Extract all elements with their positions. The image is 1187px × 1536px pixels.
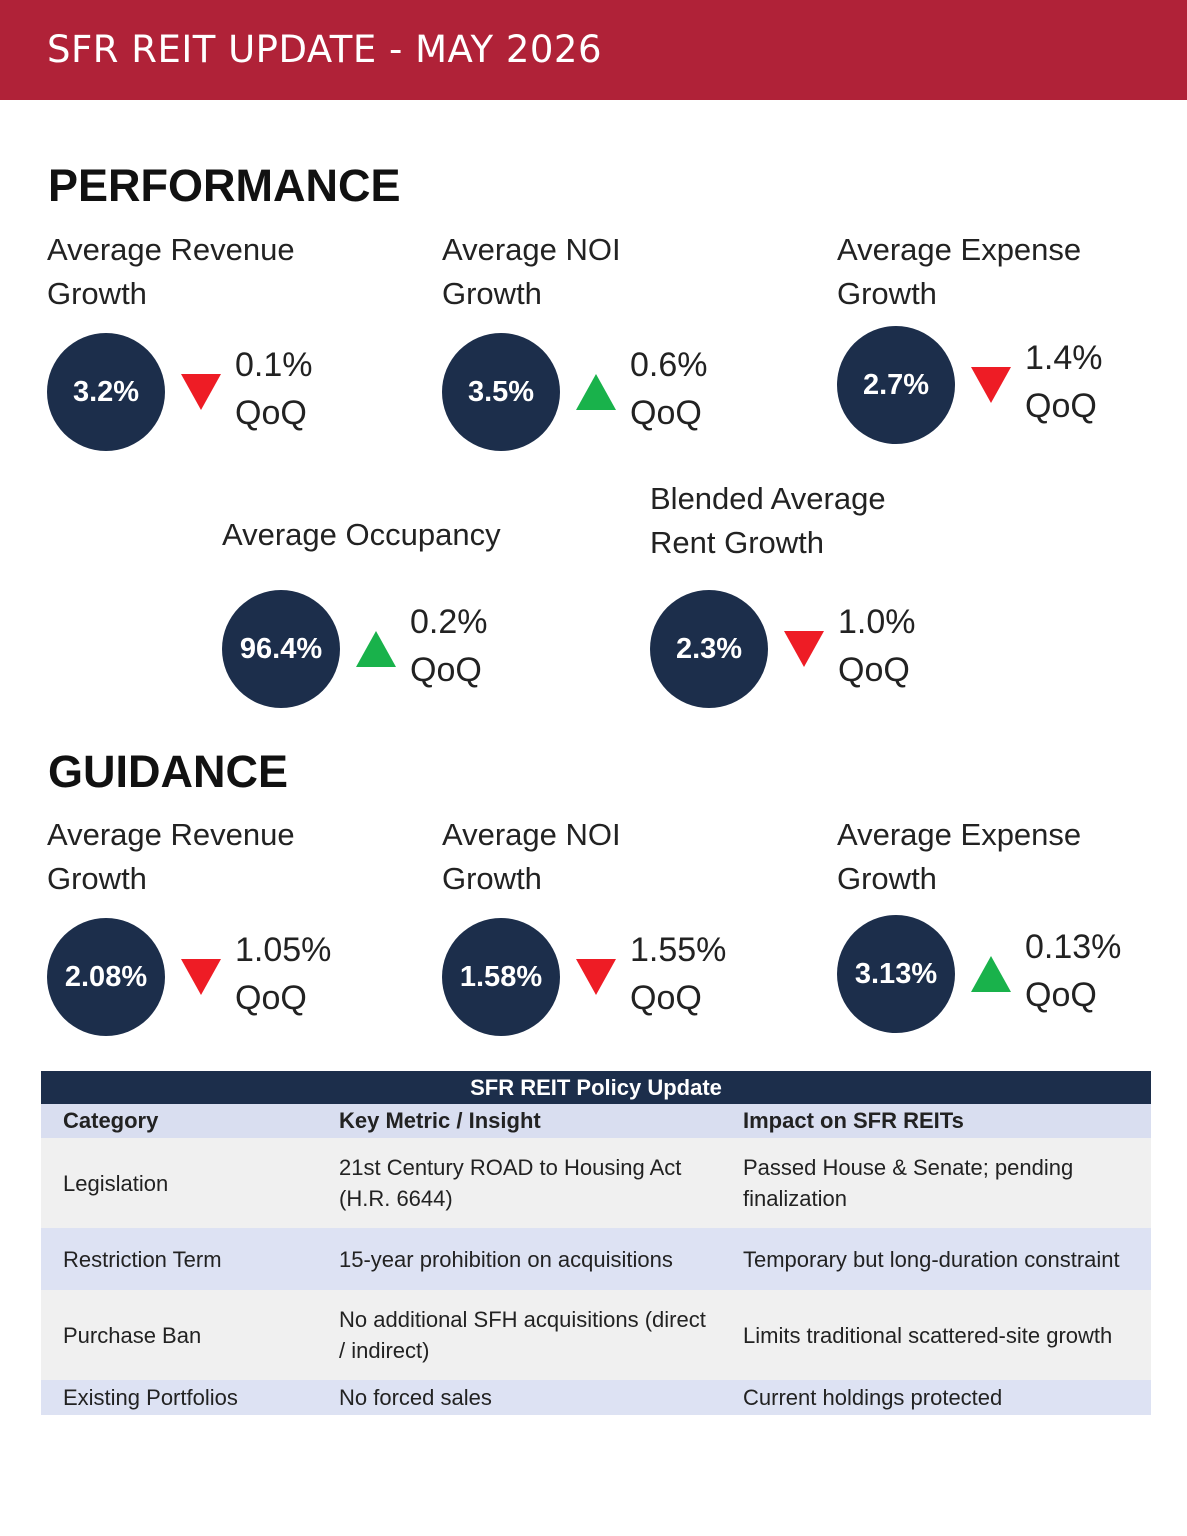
trend-arrow xyxy=(971,367,1011,403)
change-period: QoQ xyxy=(630,979,702,1017)
table-cell: Legislation xyxy=(41,1138,317,1228)
metric-change: 1.05% QoQ xyxy=(235,926,331,1022)
trend-arrow xyxy=(181,959,221,995)
trend-arrow-shape xyxy=(784,631,824,667)
metric-label-line: Growth xyxy=(47,861,147,896)
metric-circle: 1.58% xyxy=(442,918,560,1036)
table-header: Category Key Metric / Insight Impact on SF… xyxy=(41,1104,1151,1138)
change-period: QoQ xyxy=(410,651,482,689)
section-title: PERFORMANCE xyxy=(48,160,401,211)
change-period: QoQ xyxy=(1025,387,1097,425)
change-value: 1.0% xyxy=(838,603,916,641)
trend-arrow xyxy=(971,956,1011,992)
metric-label: Average NOI Growth xyxy=(442,228,621,316)
policy-table: SFR REIT Policy Update Category Key Metri… xyxy=(41,1071,1151,1415)
metric-label-line: Growth xyxy=(837,276,937,311)
trend-arrow xyxy=(784,631,824,667)
metric-label-line: Growth xyxy=(837,861,937,896)
change-value: 1.55% xyxy=(630,931,727,969)
metric-change: 0.13% QoQ xyxy=(1025,923,1121,1019)
metric-change: 1.55% QoQ xyxy=(630,926,726,1022)
trend-arrow-shape xyxy=(181,959,221,995)
metric-label-line: Average NOI xyxy=(442,817,621,852)
metric-change: 0.2% QoQ xyxy=(410,598,488,694)
table-body: Legislation 21st Century ROAD to Housing … xyxy=(41,1138,1151,1415)
table-cell: 21st Century ROAD to Housing Act (H.R. 6… xyxy=(317,1138,721,1228)
metric-circle: 3.5% xyxy=(442,333,560,451)
trend-arrow xyxy=(181,374,221,410)
change-value: 0.1% xyxy=(235,346,313,384)
change-value: 0.13% xyxy=(1025,928,1122,966)
table-row: Legislation 21st Century ROAD to Housing … xyxy=(41,1138,1151,1228)
trend-arrow-shape xyxy=(971,367,1011,403)
table-cell: 15-year prohibition on acquisitions xyxy=(317,1228,721,1290)
metric-circle: 2.3% xyxy=(650,590,768,708)
table-cell: Existing Portfolios xyxy=(41,1380,317,1415)
change-value: 1.4% xyxy=(1025,339,1103,377)
metric-label-line: Blended Average xyxy=(650,481,886,516)
change-period: QoQ xyxy=(235,394,307,432)
metric-label-line: Growth xyxy=(47,276,147,311)
metric-label-line: Average Expense xyxy=(837,817,1082,852)
table-row: Purchase Ban No additional SFH acquisitio… xyxy=(41,1290,1151,1380)
metric-circle: 2.08% xyxy=(47,918,165,1036)
header-title: SFR REIT UPDATE - MAY 2026 xyxy=(47,28,603,71)
metric-change: 0.6% QoQ xyxy=(630,341,708,437)
metric-change: 0.1% QoQ xyxy=(235,341,313,437)
metric-circle: 2.7% xyxy=(837,326,955,444)
metric-label: Average NOI Growth xyxy=(442,813,621,901)
table-title: SFR REIT Policy Update xyxy=(41,1071,1151,1104)
change-period: QoQ xyxy=(630,394,702,432)
change-value: 0.6% xyxy=(630,346,708,384)
table-cell: No additional SFH acquisitions (direct /… xyxy=(317,1290,721,1380)
change-period: QoQ xyxy=(235,979,307,1017)
table-cell: Temporary but long-duration constraint xyxy=(721,1228,1151,1290)
metric-label-line: Rent Growth xyxy=(650,525,825,560)
metric-label: Average Revenue Growth xyxy=(47,813,295,901)
trend-arrow xyxy=(576,374,616,410)
metric-label-line: Growth xyxy=(442,861,542,896)
trend-arrow-shape xyxy=(356,631,396,667)
metric-label-line: Growth xyxy=(442,276,542,311)
change-period: QoQ xyxy=(838,651,910,689)
table-cell: Current holdings protected xyxy=(721,1380,1151,1415)
column-header: Key Metric / Insight xyxy=(317,1104,721,1138)
trend-arrow-shape xyxy=(971,956,1011,992)
trend-arrow-shape xyxy=(576,959,616,995)
column-header: Impact on SFR REITs xyxy=(721,1104,1151,1138)
trend-arrow-shape xyxy=(576,374,616,410)
metric-label: Average Expense Growth xyxy=(837,813,1081,901)
metric-label: Average Occupancy xyxy=(222,513,501,557)
table-cell: Passed House & Senate; pending finalizat… xyxy=(721,1138,1151,1228)
table-cell: Restriction Term xyxy=(41,1228,317,1290)
table-row: Existing Portfolios No forced sales Curren… xyxy=(41,1380,1151,1415)
metric-label-line: Average Occupancy xyxy=(222,517,501,552)
trend-arrow xyxy=(356,631,396,667)
metric-label-line: Average Revenue xyxy=(47,232,295,267)
change-value: 1.05% xyxy=(235,931,332,969)
metric-change: 1.4% QoQ xyxy=(1025,334,1103,430)
metric-circle: 3.2% xyxy=(47,333,165,451)
metric-label: Average Expense Growth xyxy=(837,228,1081,316)
section-title: GUIDANCE xyxy=(48,746,289,797)
header-bar: SFR REIT UPDATE - MAY 2026 xyxy=(0,0,1187,100)
table-cell: Purchase Ban xyxy=(41,1290,317,1380)
metric-label-line: Average NOI xyxy=(442,232,621,267)
table-row: Restriction Term 15-year prohibition on a… xyxy=(41,1228,1151,1290)
metric-circle: 3.13% xyxy=(837,915,955,1033)
change-value: 0.2% xyxy=(410,603,488,641)
table-cell: No forced sales xyxy=(317,1380,721,1415)
column-header: Category xyxy=(41,1104,317,1138)
metric-circle: 96.4% xyxy=(222,590,340,708)
change-period: QoQ xyxy=(1025,976,1097,1014)
metric-label: Blended Average Rent Growth xyxy=(650,477,886,565)
metric-label: Average Revenue Growth xyxy=(47,228,295,316)
trend-arrow xyxy=(576,959,616,995)
table-cell: Limits traditional scattered-site growth xyxy=(721,1290,1151,1380)
metric-label-line: Average Expense xyxy=(837,232,1082,267)
trend-arrow-shape xyxy=(181,374,221,410)
metric-label-line: Average Revenue xyxy=(47,817,295,852)
metric-change: 1.0% QoQ xyxy=(838,598,916,694)
